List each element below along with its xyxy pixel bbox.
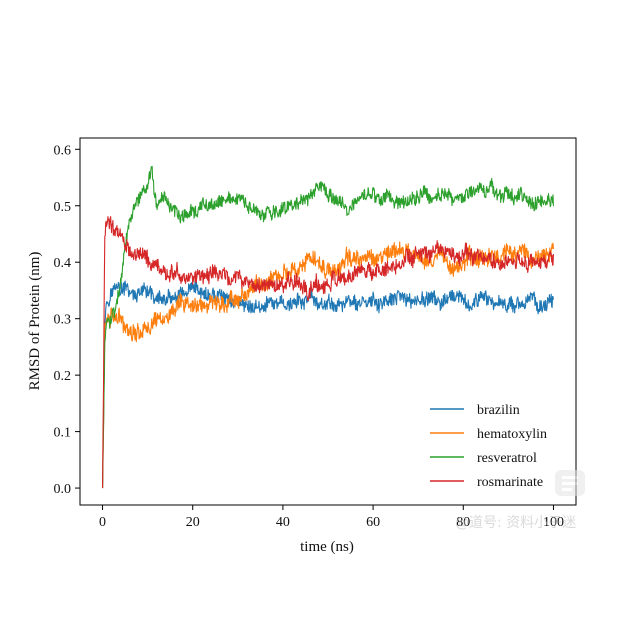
x-tick-label: 40: [276, 515, 290, 530]
x-tick-label: 0: [99, 515, 106, 530]
watermark: @道号: 资料小子迷: [455, 470, 585, 531]
x-tick-label: 20: [186, 515, 200, 530]
y-tick-label: 0.4: [54, 256, 72, 271]
x-tick-label: 60: [366, 515, 380, 530]
y-axis: 0.0 0.1 0.2 0.3 0.4 0.5 0.6: [54, 143, 80, 497]
series-line-hematoxylin: [102, 241, 554, 489]
series-line-resveratrol: [102, 165, 554, 489]
legend-label: resveratrol: [477, 451, 537, 466]
legend-label: rosmarinate: [477, 475, 543, 490]
series-line-rosmarinate: [102, 216, 554, 489]
y-tick-label: 0.6: [54, 143, 72, 158]
legend: brazilin hematoxylin resveratrol rosmarinat…: [430, 403, 547, 490]
watermark-text: @道号: 资料小子迷: [455, 515, 576, 531]
y-tick-label: 0.3: [54, 313, 72, 328]
y-axis-title: RMSD of Protein (nm): [27, 252, 43, 391]
x-axis: 0 20 40 60 80 100: [99, 505, 564, 530]
legend-label: hematoxylin: [477, 427, 547, 442]
series-lines: [102, 165, 554, 489]
chat-bubble-icon: [555, 470, 585, 496]
plot-frame: [79, 137, 577, 506]
y-tick-label: 0.0: [54, 482, 72, 497]
y-tick-label: 0.5: [54, 200, 72, 215]
x-tick-label: 80: [456, 515, 470, 530]
x-tick-label: 100: [543, 515, 564, 530]
y-tick-label: 0.2: [54, 369, 72, 384]
legend-label: brazilin: [477, 403, 520, 418]
x-axis-title: time (ns): [300, 539, 354, 555]
y-tick-label: 0.1: [54, 426, 72, 441]
